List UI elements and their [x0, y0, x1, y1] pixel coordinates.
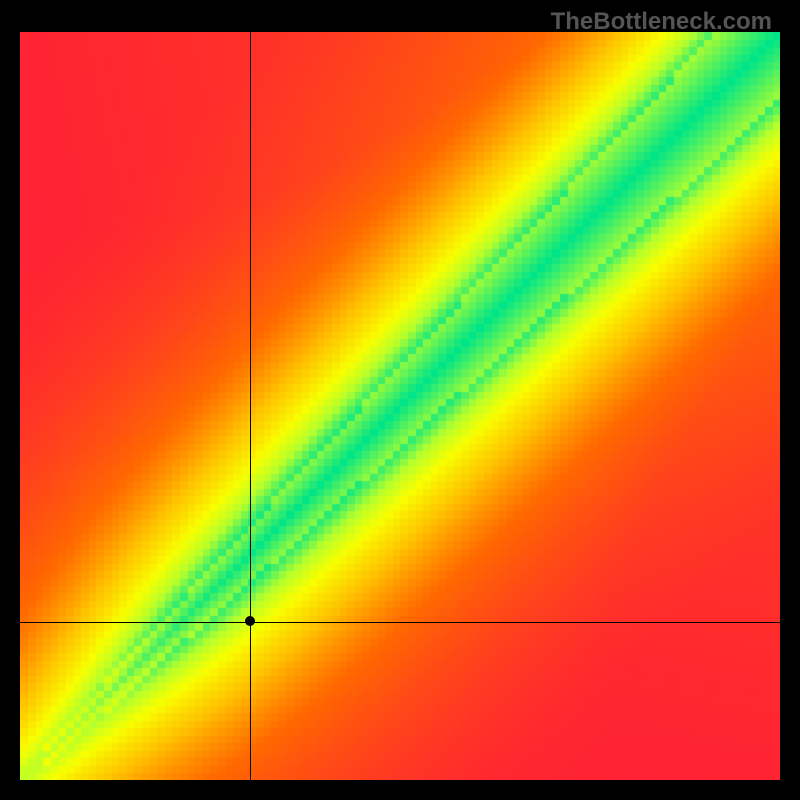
attribution-text: TheBottleneck.com	[551, 8, 772, 36]
crosshair-vertical	[250, 32, 251, 780]
crosshair-marker	[245, 616, 255, 626]
heatmap-plot	[20, 32, 780, 780]
heatmap-canvas	[20, 32, 780, 780]
crosshair-horizontal	[20, 622, 780, 623]
